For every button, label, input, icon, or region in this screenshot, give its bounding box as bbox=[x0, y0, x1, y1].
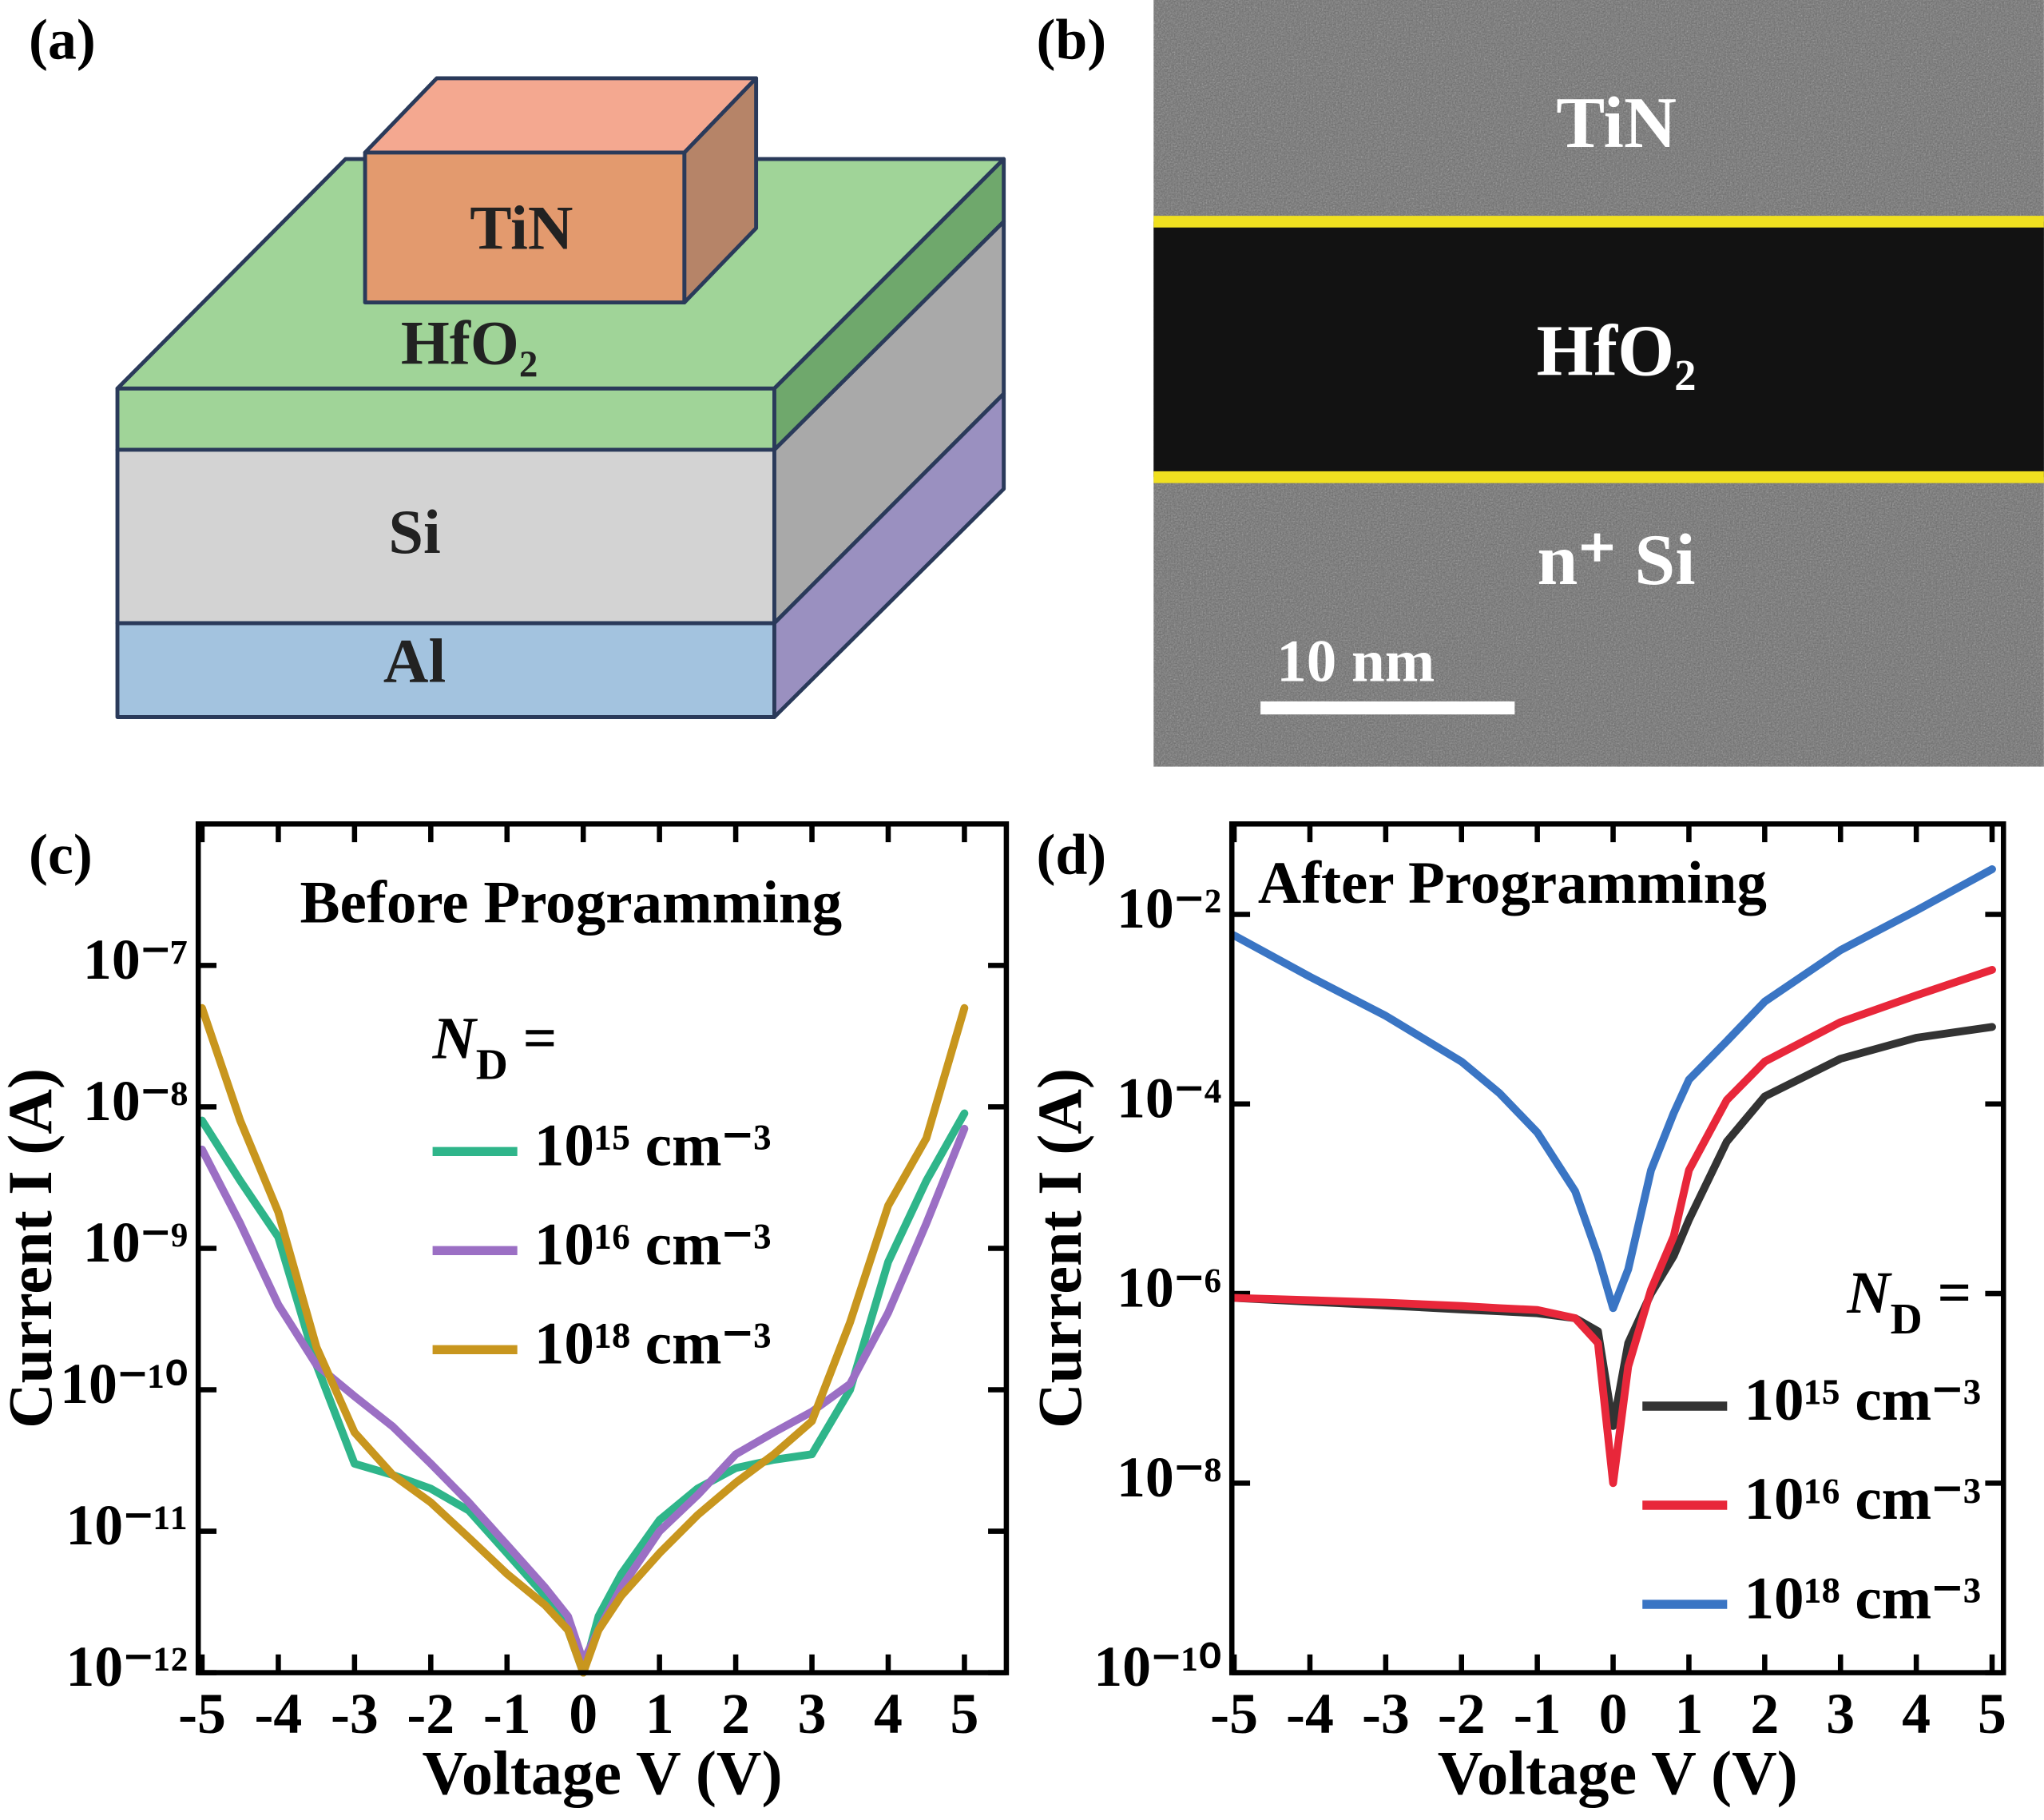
legend-label: 10¹⁶ cm⁻³ bbox=[1744, 1466, 1982, 1532]
chart-title: Before Programming bbox=[300, 870, 842, 936]
legend-label: 10¹⁸ cm⁻³ bbox=[1744, 1565, 1982, 1631]
series-line bbox=[1230, 865, 1996, 1313]
legend-title: ND = bbox=[1846, 1260, 1971, 1344]
layer-label: HfO₂ bbox=[1537, 311, 1697, 391]
layer-label: HfO₂ bbox=[401, 308, 538, 377]
x-tick-label: 1 bbox=[1674, 1682, 1703, 1746]
x-tick-label: 2 bbox=[1750, 1682, 1779, 1746]
panel-label: (b) bbox=[1036, 8, 1106, 72]
panel-label: (a) bbox=[29, 8, 96, 72]
x-tick-label: -4 bbox=[1286, 1682, 1334, 1746]
panel-label: (c) bbox=[29, 822, 93, 886]
x-tick-label: -5 bbox=[178, 1682, 226, 1746]
x-tick-label: 4 bbox=[874, 1682, 903, 1746]
x-tick-label: -5 bbox=[1210, 1682, 1258, 1746]
panel-label: (d) bbox=[1036, 822, 1106, 886]
y-tick-label: 10⁻⁷ bbox=[83, 928, 188, 991]
y-tick-label: 10⁻⁸ bbox=[83, 1069, 188, 1133]
x-tick-label: 0 bbox=[1599, 1682, 1628, 1746]
y-tick-label: 10⁻¹¹ bbox=[65, 1493, 188, 1557]
y-tick-label: 10⁻⁹ bbox=[83, 1210, 188, 1274]
legend-label: 10¹⁵ cm⁻³ bbox=[534, 1113, 772, 1179]
legend-label: 10¹⁵ cm⁻³ bbox=[1744, 1367, 1982, 1433]
x-axis-label: Voltage V (V) bbox=[423, 1738, 783, 1807]
y-axis-label: Current I (A) bbox=[1025, 1068, 1094, 1429]
x-tick-label: 2 bbox=[721, 1682, 750, 1746]
y-tick-label: 10⁻⁶ bbox=[1117, 1256, 1221, 1320]
y-tick-label: 10⁻¹⁰ bbox=[1093, 1635, 1221, 1699]
x-tick-label: -3 bbox=[1362, 1682, 1410, 1746]
al-side bbox=[772, 391, 1006, 719]
plot-frame bbox=[1228, 821, 2006, 1675]
y-tick-label: 10⁻⁸ bbox=[1117, 1445, 1221, 1509]
scale-bar-label: 10 nm bbox=[1276, 629, 1435, 695]
series-line bbox=[198, 1109, 969, 1677]
chart-title: After Programming bbox=[1258, 850, 1767, 916]
x-tick-label: -1 bbox=[1514, 1682, 1562, 1746]
y-tick-label: 10⁻¹² bbox=[65, 1635, 188, 1699]
x-tick-label: -2 bbox=[407, 1682, 454, 1746]
y-tick-label: 10⁻¹⁰ bbox=[60, 1352, 188, 1416]
si-front bbox=[115, 447, 776, 626]
x-tick-label: 4 bbox=[1902, 1682, 1931, 1746]
layer-label: Al bbox=[383, 626, 446, 695]
series-line bbox=[1230, 1023, 1996, 1430]
layer-label: TiN bbox=[1556, 82, 1677, 163]
tem-image bbox=[1153, 0, 2044, 767]
plot-frame bbox=[195, 821, 1010, 1675]
hfo2-front bbox=[115, 386, 776, 452]
x-tick-label: 1 bbox=[645, 1682, 674, 1746]
x-tick-label: -1 bbox=[483, 1682, 531, 1746]
x-tick-label: -3 bbox=[331, 1682, 379, 1746]
legend-label: 10¹⁶ cm⁻³ bbox=[534, 1212, 772, 1278]
y-tick-label: 10⁻⁴ bbox=[1117, 1066, 1221, 1130]
x-tick-label: 3 bbox=[1826, 1682, 1855, 1746]
x-axis-label: Voltage V (V) bbox=[1438, 1738, 1798, 1807]
tin-side bbox=[682, 76, 759, 305]
layer-label: n⁺ Si bbox=[1538, 519, 1696, 600]
layer-label: TiN bbox=[470, 193, 573, 263]
oxide-band bbox=[1153, 221, 2044, 478]
y-axis-label: Current I (A) bbox=[0, 1068, 65, 1429]
scale-bar bbox=[1260, 701, 1515, 715]
legend-title: ND = bbox=[432, 1006, 558, 1090]
series-line bbox=[1230, 966, 1996, 1488]
x-tick-label: 3 bbox=[798, 1682, 827, 1746]
legend-label: 10¹⁸ cm⁻³ bbox=[534, 1311, 772, 1377]
tin-front bbox=[363, 150, 687, 305]
x-tick-label: -2 bbox=[1438, 1682, 1486, 1746]
x-tick-label: -4 bbox=[255, 1682, 303, 1746]
x-tick-label: 5 bbox=[1978, 1682, 2006, 1746]
x-tick-label: 0 bbox=[569, 1682, 597, 1746]
layer-label: Si bbox=[388, 497, 440, 566]
y-tick-label: 10⁻² bbox=[1117, 876, 1221, 940]
device-diagram bbox=[115, 76, 1006, 719]
x-tick-label: 5 bbox=[950, 1682, 978, 1746]
